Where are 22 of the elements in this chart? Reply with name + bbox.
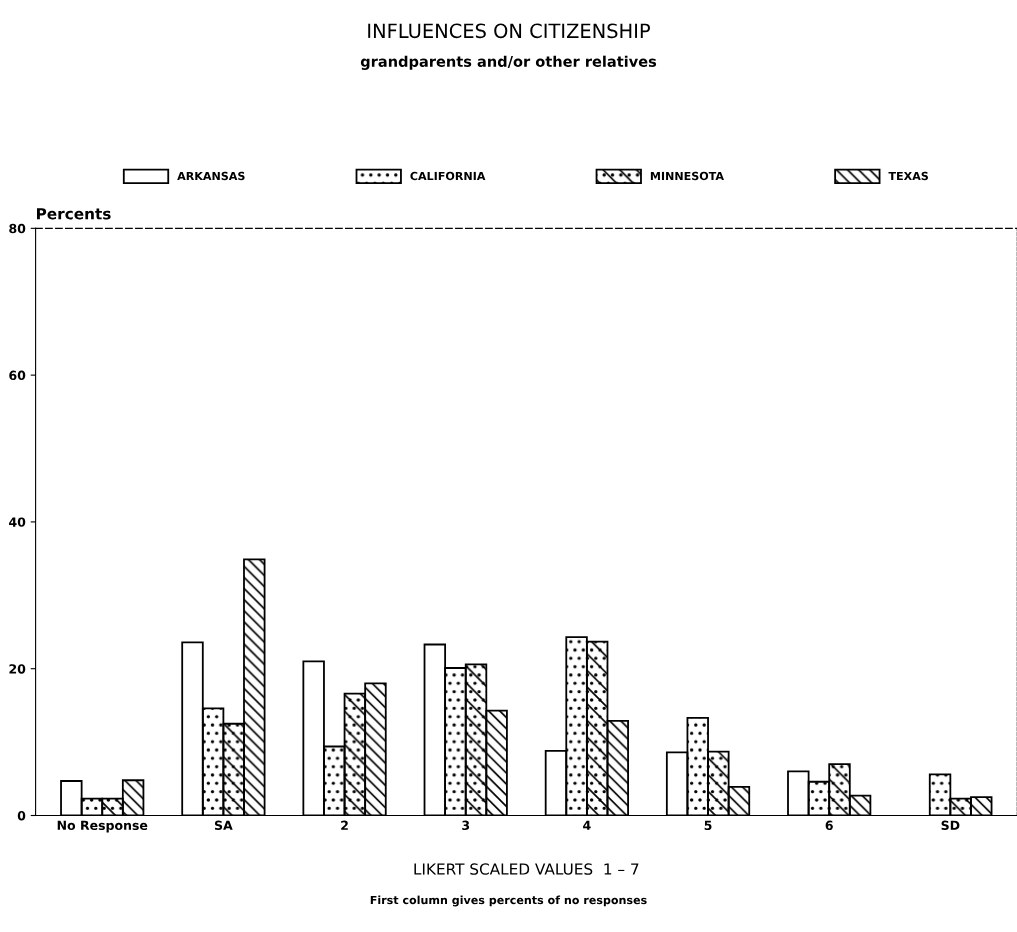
chart-title: INFLUENCES ON CITIZENSHIP [368, 23, 650, 39]
x-tick-label: SD [941, 820, 960, 831]
y-tick-label: 80 [9, 223, 26, 234]
y-tick-label: 0 [17, 810, 26, 821]
legend-label: TEXAS [888, 171, 928, 181]
y-tick-label: 60 [9, 370, 26, 381]
y-tick-label: 40 [9, 517, 26, 527]
x-tick-label: 6 [825, 820, 833, 831]
x-tick-label: 4 [583, 820, 591, 830]
text: First column gives percents of no responses [370, 895, 647, 907]
x-tick-label: SA [214, 820, 233, 831]
x-tick-label: 3 [462, 820, 470, 831]
y-tick-label: 20 [9, 664, 26, 674]
x-tick-label: 5 [704, 820, 712, 831]
legend-label: MINNESOTA [650, 171, 724, 181]
legend-label: CALIFORNIA [410, 171, 486, 181]
legend-label: ARKANSAS [177, 171, 245, 181]
x-tick-label: 2 [341, 820, 348, 830]
y-axis-title: Percents [37, 208, 111, 220]
chart-subtitle: grandparents and/or other relatives [360, 55, 657, 70]
x-axis-title: LIKERT SCALED VALUES 1 – 7 [414, 863, 639, 875]
x-tick-label: No Response [57, 820, 148, 833]
